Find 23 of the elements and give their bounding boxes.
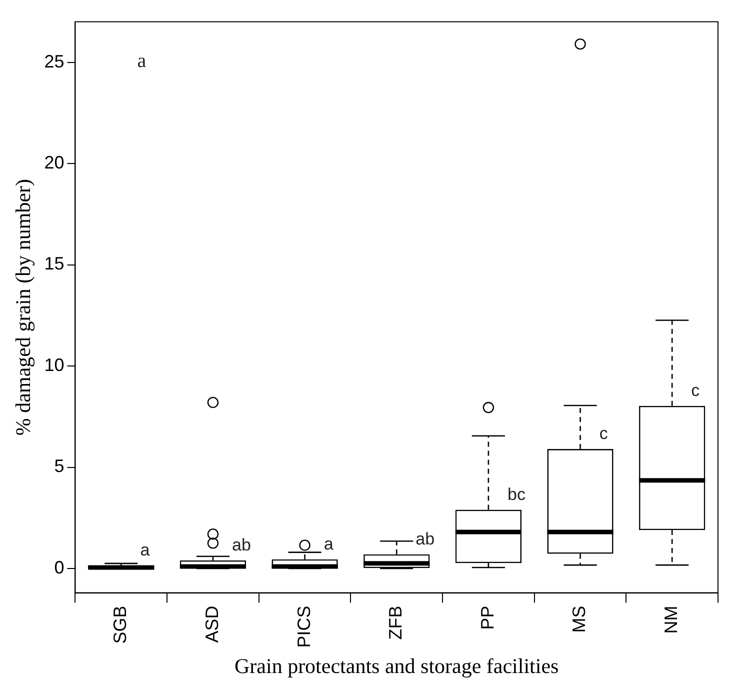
annotation: a (324, 534, 334, 554)
annotation: a (140, 540, 150, 560)
y-tick-label: 5 (54, 456, 64, 476)
y-tick-label: 15 (44, 254, 64, 274)
x-tick-label: PP (477, 606, 498, 630)
x-tick-label: ASD (202, 606, 222, 643)
annotation: a (137, 50, 146, 72)
annotation: c (599, 424, 608, 444)
x-axis-title: Grain protectants and storage facilities (234, 654, 559, 678)
x-tick-label: MS (569, 606, 590, 633)
x-tick-label: PICS (294, 606, 314, 648)
annotation: bc (507, 484, 526, 504)
annotation: ab (232, 536, 251, 555)
y-tick-label: 10 (44, 354, 64, 375)
y-tick-label: 0 (54, 557, 64, 578)
y-tick-label: 20 (44, 152, 64, 173)
x-tick-label: SGB (110, 606, 130, 644)
annotation: c (691, 381, 700, 400)
x-tick-label: ZFB (386, 606, 406, 640)
y-tick-label: 25 (44, 51, 64, 72)
y-axis-title: % damaged grain (by number) (11, 179, 36, 436)
annotation: ab (416, 530, 435, 549)
x-tick-label: NM (661, 606, 682, 634)
